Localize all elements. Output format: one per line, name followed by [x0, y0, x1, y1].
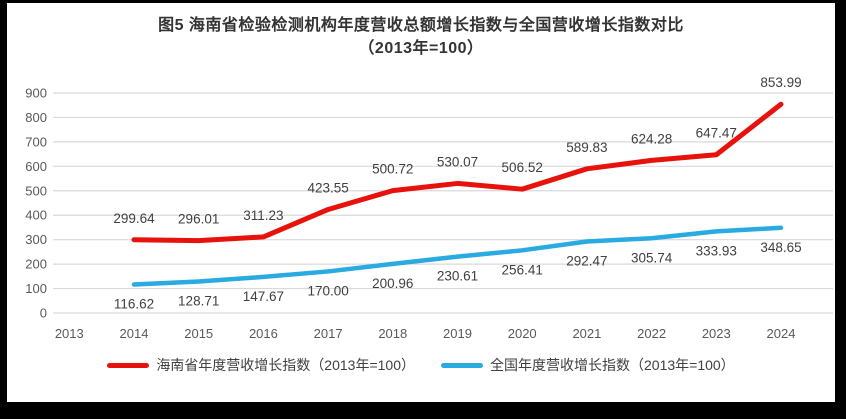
- chart-title-line2: （2013年=100）: [358, 40, 484, 57]
- legend-item-national: 全国年度营收增长指数（2013年=100）: [441, 355, 735, 375]
- data-label: 333.93: [696, 243, 737, 258]
- chart-card: 图5 海南省检验检测机构年度营收总额增长指数与全国营收增长指数对比 （2013年…: [7, 3, 835, 402]
- data-label: 589.83: [566, 140, 607, 155]
- x-tick-label: 2014: [120, 326, 149, 341]
- legend-label: 海南省年度营收增长指数（2013年=100）: [156, 357, 415, 373]
- data-label: 230.61: [437, 269, 478, 284]
- data-label: 530.07: [437, 154, 478, 169]
- x-tick-label: 2019: [443, 326, 472, 341]
- data-label: 128.71: [178, 294, 219, 309]
- data-label: 292.47: [566, 254, 607, 269]
- chart-legend: 海南省年度营收增长指数（2013年=100） 全国年度营收增长指数（2013年=1…: [7, 355, 835, 375]
- x-tick-label: 2022: [637, 326, 666, 341]
- legend-label: 全国年度营收增长指数（2013年=100）: [490, 357, 735, 373]
- x-tick-label: 2015: [184, 326, 213, 341]
- x-tick-label: 2016: [249, 326, 278, 341]
- data-label: 423.55: [307, 180, 348, 195]
- x-tick-label: 2020: [508, 326, 537, 341]
- y-tick-label: 500: [25, 183, 47, 198]
- y-tick-label: 600: [25, 159, 47, 174]
- data-label: 348.65: [760, 240, 801, 255]
- y-tick-label: 100: [25, 281, 47, 296]
- y-tick-label: 0: [40, 306, 47, 321]
- data-label: 147.67: [243, 289, 284, 304]
- data-label: 311.23: [243, 208, 283, 223]
- y-tick-label: 900: [25, 86, 47, 101]
- data-label: 506.52: [502, 160, 543, 175]
- data-label: 647.47: [696, 126, 737, 141]
- series-line-hainan: [131, 101, 784, 244]
- series-line-national: [131, 225, 784, 287]
- data-label: 256.41: [502, 262, 543, 277]
- data-label: 853.99: [760, 75, 801, 90]
- chart-title-line1: 图5 海南省检验检测机构年度营收总额增长指数与全国营收增长指数对比: [158, 17, 684, 34]
- data-label: 296.01: [178, 212, 219, 227]
- y-tick-label: 300: [25, 232, 47, 247]
- x-tick-label: 2021: [572, 326, 601, 341]
- data-label: 116.62: [114, 296, 154, 311]
- x-tick-label: 2013: [55, 326, 84, 341]
- y-tick-label: 200: [25, 257, 47, 272]
- line-chart-plot: 0 100 200 300 400 500 600 700 800 900 2013 2014 2015…: [25, 75, 833, 341]
- x-tick-label: 2018: [378, 326, 407, 341]
- y-tick-label: 700: [25, 134, 47, 149]
- data-label: 200.96: [372, 276, 413, 291]
- chart-title: 图5 海南省检验检测机构年度营收总额增长指数与全国营收增长指数对比 （2013年…: [7, 3, 835, 60]
- data-label: 299.64: [113, 211, 155, 226]
- x-tick-label: 2024: [767, 326, 796, 341]
- data-label: 305.74: [631, 250, 673, 265]
- y-tick-label: 800: [25, 110, 47, 125]
- data-label: 170.00: [307, 283, 348, 298]
- data-label: 500.72: [372, 162, 413, 177]
- legend-line-swatch: [441, 362, 483, 368]
- legend-item-hainan: 海南省年度营收增长指数（2013年=100）: [107, 355, 415, 375]
- data-label: 624.28: [631, 131, 672, 146]
- legend-line-swatch: [107, 362, 150, 368]
- x-tick-label: 2017: [314, 326, 343, 341]
- y-tick-label: 400: [25, 208, 47, 223]
- x-tick-label: 2023: [702, 326, 731, 341]
